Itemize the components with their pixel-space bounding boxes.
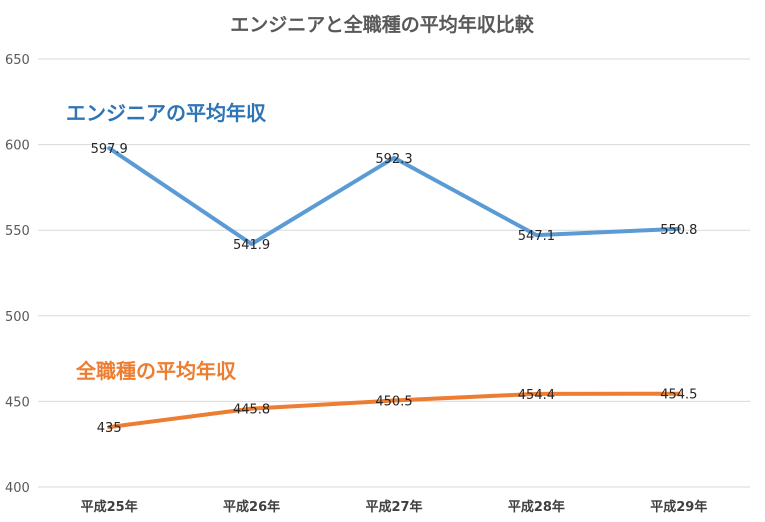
data-label: 454.4 <box>518 388 555 403</box>
y-tick-label: 600 <box>5 139 30 154</box>
x-tick-label: 平成25年 <box>81 499 138 515</box>
data-label: 541.9 <box>233 238 270 253</box>
y-tick-label: 550 <box>5 224 30 239</box>
y-tick-label: 500 <box>5 310 30 325</box>
data-label: 435 <box>97 421 122 436</box>
chart-title: エンジニアと全職種の平均年収比較 <box>230 13 535 36</box>
x-tick-label: 平成27年 <box>365 499 422 515</box>
y-tick-label: 650 <box>5 53 30 68</box>
data-label: 547.1 <box>518 229 555 244</box>
data-label: 450.5 <box>375 395 412 410</box>
gridlines <box>38 58 750 488</box>
x-axis-ticks: 平成25年 平成26年 平成27年 平成28年 平成29年 <box>81 499 708 515</box>
data-label: 592.3 <box>375 152 412 167</box>
data-label: 454.5 <box>660 388 697 403</box>
data-label: 597.9 <box>91 142 128 157</box>
data-label: 550.8 <box>660 223 697 238</box>
y-tick-label: 400 <box>5 481 30 496</box>
series-line-1 <box>107 391 681 430</box>
series-lines <box>107 146 681 430</box>
data-label: 445.8 <box>233 403 270 418</box>
series-line-0 <box>107 146 681 247</box>
x-tick-label: 平成26年 <box>223 499 280 515</box>
series-label-engineer: エンジニアの平均年収 <box>66 101 267 125</box>
x-tick-label: 平成28年 <box>508 499 565 515</box>
data-labels: 597.9 541.9 592.3 547.1 550.8 435 445.8 450.5 45… <box>91 142 698 436</box>
series-label-all-jobs: 全職種の平均年収 <box>75 359 237 383</box>
y-tick-label: 450 <box>5 395 30 410</box>
y-axis-ticks: 400 450 500 550 600 650 <box>5 53 30 496</box>
x-tick-label: 平成29年 <box>650 499 707 515</box>
